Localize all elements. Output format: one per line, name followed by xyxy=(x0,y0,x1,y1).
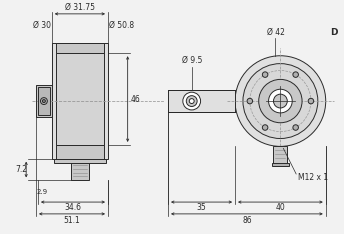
Bar xyxy=(52,44,108,159)
Circle shape xyxy=(262,125,268,130)
Circle shape xyxy=(259,79,302,123)
Text: 2.9: 2.9 xyxy=(36,189,47,195)
Circle shape xyxy=(243,64,318,139)
Text: Ø 31.75: Ø 31.75 xyxy=(65,3,95,11)
Text: 34.6: 34.6 xyxy=(64,204,82,212)
Bar xyxy=(56,44,104,53)
Text: 46: 46 xyxy=(131,95,140,104)
Circle shape xyxy=(42,100,45,102)
Circle shape xyxy=(308,98,314,104)
Bar xyxy=(36,85,52,117)
Text: Ø 50.8: Ø 50.8 xyxy=(109,21,134,30)
Circle shape xyxy=(235,56,326,146)
Bar xyxy=(273,146,287,166)
Circle shape xyxy=(41,98,47,105)
Circle shape xyxy=(186,96,197,106)
Bar xyxy=(56,53,104,145)
Text: 35: 35 xyxy=(197,204,206,212)
Circle shape xyxy=(273,94,287,108)
Text: 7.2: 7.2 xyxy=(15,165,27,174)
Bar xyxy=(56,145,104,159)
Circle shape xyxy=(189,99,194,103)
Bar xyxy=(54,159,106,163)
Text: M12 x 1: M12 x 1 xyxy=(298,173,328,183)
Circle shape xyxy=(183,92,201,110)
Circle shape xyxy=(262,72,268,77)
Text: 40: 40 xyxy=(276,204,285,212)
Text: 51.1: 51.1 xyxy=(64,216,80,225)
Bar xyxy=(38,87,50,115)
Bar xyxy=(168,90,235,112)
Text: Ø 30: Ø 30 xyxy=(33,21,51,30)
Bar xyxy=(271,163,289,166)
Text: 86: 86 xyxy=(242,216,252,225)
Text: D: D xyxy=(330,28,337,37)
Circle shape xyxy=(293,125,299,130)
Circle shape xyxy=(247,98,252,104)
Text: Ø 9.5: Ø 9.5 xyxy=(182,56,202,65)
Circle shape xyxy=(293,72,299,77)
Circle shape xyxy=(269,89,292,113)
Bar xyxy=(71,159,89,180)
Text: Ø 42: Ø 42 xyxy=(267,28,284,37)
